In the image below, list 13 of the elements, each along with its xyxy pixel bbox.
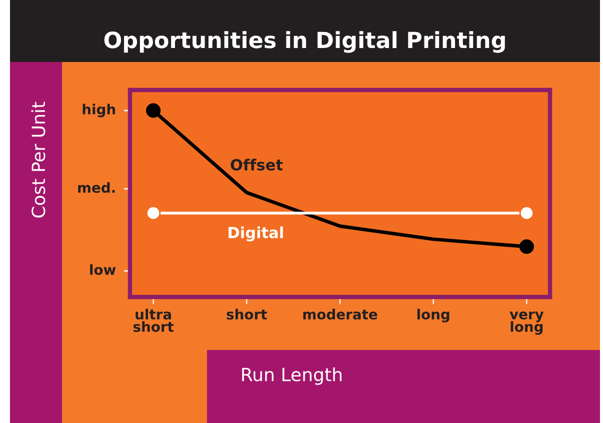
x-tick-label: ultra short (133, 308, 174, 332)
text: Cost Per Unit (31, 102, 46, 218)
text: med. (78, 182, 115, 193)
chart-title: Opportunities in Digital Printing (104, 31, 505, 53)
series-label: Offset (230, 158, 283, 171)
x-tick-label: short (226, 308, 267, 320)
x-tick-label: very long (510, 311, 544, 335)
text: high (82, 104, 116, 118)
text: low (90, 264, 116, 275)
x-tick-label: moderate (303, 308, 378, 320)
x-axis-title: Run Length (242, 367, 342, 385)
x-tick-label: long (417, 308, 450, 322)
series-label: Digital (228, 226, 283, 242)
